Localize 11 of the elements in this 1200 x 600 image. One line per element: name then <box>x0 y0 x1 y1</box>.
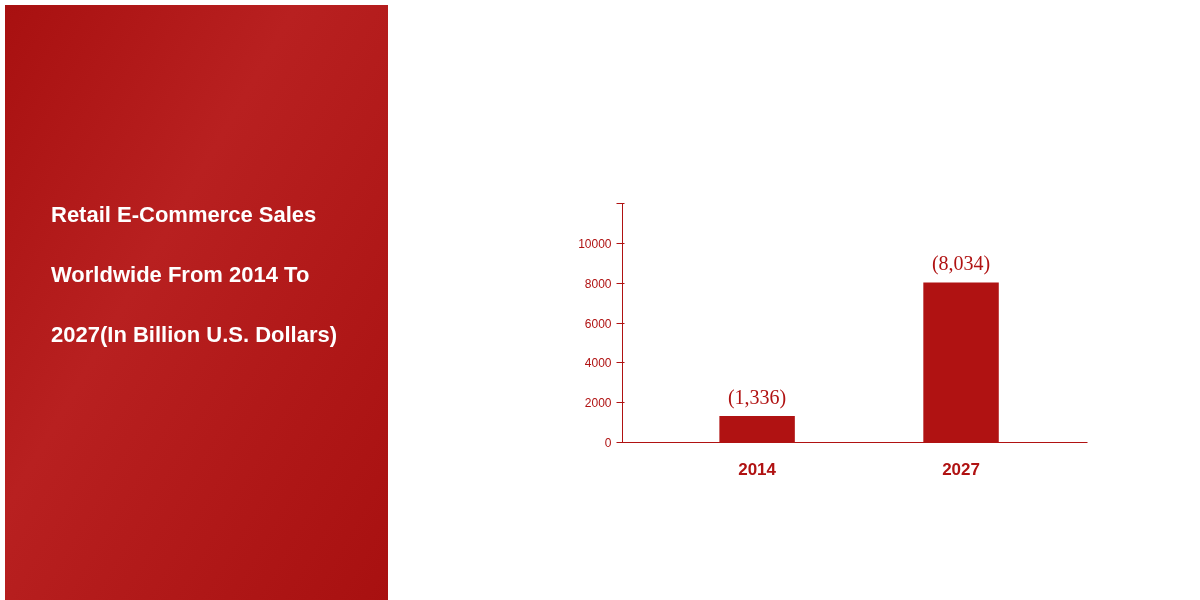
x-tick-label: 2027 <box>942 459 980 479</box>
data-label: (1,336) <box>727 385 787 409</box>
y-tick-label: 8000 <box>584 276 612 291</box>
chart-title: Retail E-Commerce Sales Worldwide From 2014 To 2027(In Billion U.S. Dollars) <box>51 202 338 347</box>
y-tick-label: 0 <box>604 436 612 450</box>
x-tick-label: 2014 <box>738 459 777 479</box>
y-tick-label: 2000 <box>584 396 612 411</box>
data-label: (8,034) <box>931 252 991 276</box>
y-tick-label: 6000 <box>584 316 612 331</box>
y-tick-label: 10000 <box>578 236 612 251</box>
y-tick-label: 4000 <box>584 356 612 371</box>
